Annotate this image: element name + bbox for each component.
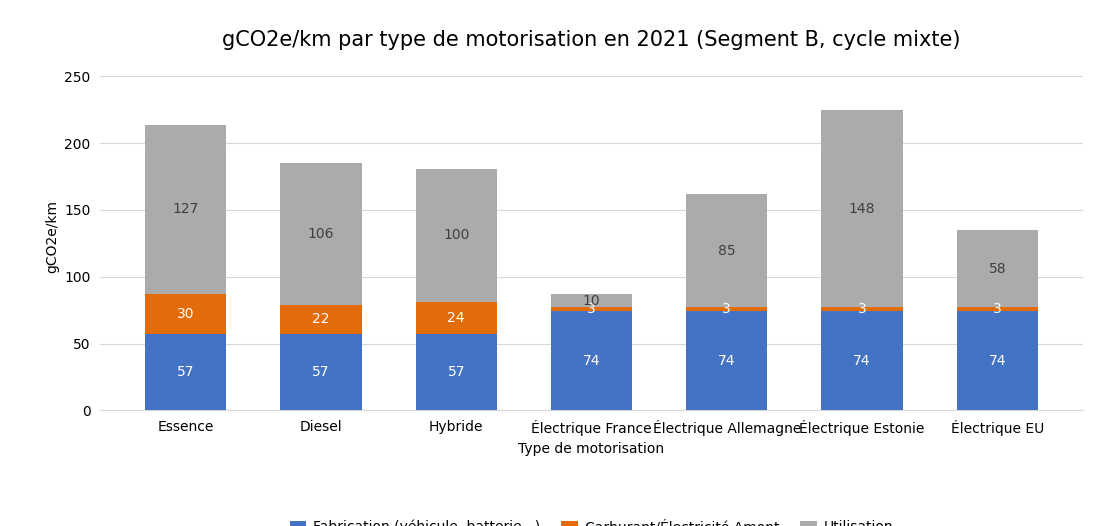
Bar	[686, 194, 768, 308]
Bar	[686, 311, 768, 410]
Bar	[280, 305, 362, 334]
Text: 22: 22	[312, 312, 329, 327]
Bar	[956, 311, 1038, 410]
Bar	[956, 308, 1038, 311]
Text: 100: 100	[443, 228, 470, 242]
Bar	[415, 302, 497, 334]
Text: 127: 127	[173, 203, 199, 216]
Text: 85: 85	[718, 244, 735, 258]
Bar	[956, 230, 1038, 308]
Bar	[551, 308, 632, 311]
Bar	[415, 169, 497, 302]
Text: 30: 30	[177, 307, 194, 321]
Bar	[145, 334, 227, 410]
Text: 57: 57	[448, 365, 465, 379]
Text: 3: 3	[858, 302, 866, 317]
Bar	[551, 311, 632, 410]
Text: 74: 74	[854, 354, 870, 368]
Bar	[145, 125, 227, 294]
Bar	[821, 308, 903, 311]
Text: 74: 74	[718, 354, 735, 368]
Bar	[280, 334, 362, 410]
X-axis label: Type de motorisation: Type de motorisation	[519, 441, 664, 456]
Text: 10: 10	[583, 294, 600, 308]
Text: 57: 57	[312, 365, 329, 379]
Text: 57: 57	[177, 365, 194, 379]
Text: 3: 3	[587, 302, 596, 317]
Bar	[280, 163, 362, 305]
Text: 3: 3	[722, 302, 731, 317]
Text: 74: 74	[989, 354, 1006, 368]
Bar	[821, 110, 903, 308]
Bar	[821, 311, 903, 410]
Text: 58: 58	[989, 262, 1007, 276]
Text: 74: 74	[583, 354, 600, 368]
Text: 148: 148	[849, 201, 875, 216]
Bar	[145, 294, 227, 334]
Text: 106: 106	[308, 227, 334, 241]
Bar	[415, 334, 497, 410]
Text: 24: 24	[448, 311, 465, 325]
Bar	[551, 294, 632, 308]
Bar	[686, 308, 768, 311]
Legend: Fabrication (véhicule, batterie...), Carburant/Électricité Amont, Utilisation: Fabrication (véhicule, batterie...), Car…	[285, 514, 898, 526]
Title: gCO2e/km par type de motorisation en 2021 (Segment B, cycle mixte): gCO2e/km par type de motorisation en 202…	[222, 31, 961, 50]
Y-axis label: gCO2e/km: gCO2e/km	[45, 200, 59, 273]
Text: 3: 3	[993, 302, 1002, 317]
